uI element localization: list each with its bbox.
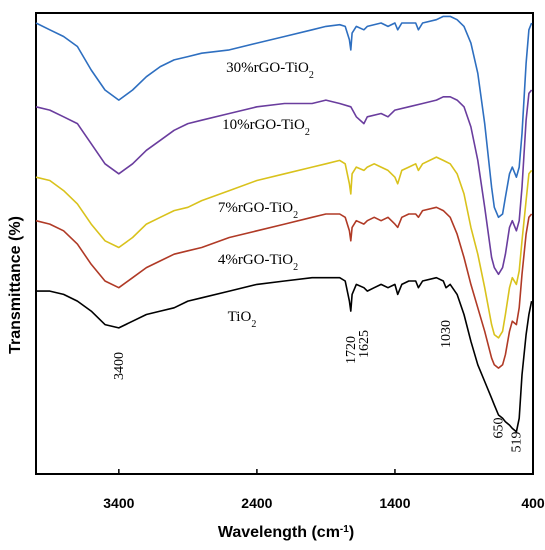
series-label-text: 30%rGO-TiO (226, 60, 309, 76)
series-label-subscript: 2 (305, 127, 310, 138)
x-tick-label: 400 (521, 495, 545, 511)
x-tick-label: 2400 (241, 495, 272, 511)
peak-label-1030: 1030 (439, 320, 454, 348)
series-label-3: 4%rGO-TiO2 (218, 252, 298, 273)
tick-layer: 3400 2400 1400 400 (103, 469, 545, 511)
series-label-text: TiO (228, 309, 252, 325)
x-axis-label-sup: -1 (340, 524, 349, 535)
series-label-subscript: 2 (251, 319, 256, 330)
peak-label-3400: 3400 (112, 352, 127, 380)
series-label-4: TiO2 (228, 309, 257, 330)
peak-label-1625: 1625 (357, 330, 372, 358)
series-label-subscript: 2 (309, 70, 314, 81)
series-line-2 (35, 156, 533, 339)
peak-label-519: 519 (510, 432, 525, 453)
x-tick-label: 3400 (103, 495, 134, 511)
peak-label-650: 650 (492, 418, 507, 439)
series-label-text: 4%rGO-TiO (218, 252, 293, 268)
x-axis-label-main: Wavelength (cm (218, 524, 340, 541)
series-line-0 (35, 15, 533, 219)
x-axis-label-end: ) (349, 524, 354, 541)
series-label-subscript: 2 (293, 210, 298, 221)
peak-label-1720: 1720 (344, 336, 359, 364)
series-label-2: 7%rGO-TiO2 (218, 200, 298, 221)
series-label-layer: 30%rGO-TiO210%rGO-TiO27%rGO-TiO24%rGO-Ti… (218, 60, 314, 330)
series-label-text: 10%rGO-TiO (222, 117, 305, 133)
series-label-subscript: 2 (293, 262, 298, 273)
y-axis-label: Transmittance (%) (7, 216, 24, 354)
series-label-1: 10%rGO-TiO2 (222, 117, 310, 138)
series-layer (35, 15, 533, 433)
series-line-1 (35, 89, 533, 276)
series-line-3 (35, 206, 533, 369)
series-label-0: 30%rGO-TiO2 (226, 60, 314, 81)
x-tick-label: 1400 (379, 495, 410, 511)
x-axis-label: Wavelength (cm-1) (218, 524, 354, 542)
plot-frame (35, 12, 534, 475)
series-line-4 (36, 276, 533, 433)
series-label-text: 7%rGO-TiO (218, 200, 293, 216)
